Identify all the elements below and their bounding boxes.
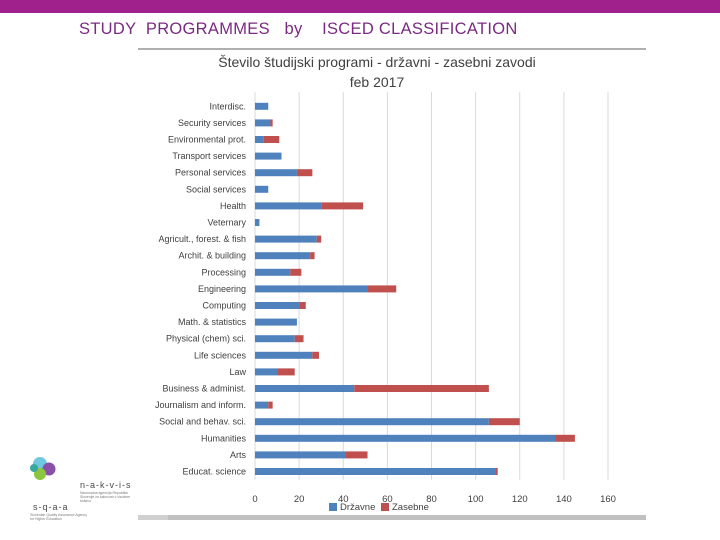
bar-segment-public — [255, 136, 264, 143]
bar-segment-public — [255, 351, 313, 359]
scroll-thumb — [168, 515, 646, 520]
bar-segment-public — [255, 235, 317, 243]
bar-segment-public — [255, 285, 368, 293]
chart-grid — [254, 92, 609, 480]
legend-swatch-private — [381, 503, 389, 511]
category-label: Agricult., forest. & fish — [158, 234, 246, 244]
bar-segment-public — [255, 318, 297, 326]
bar-segment-private — [263, 136, 280, 143]
bar-segment-private — [294, 335, 304, 343]
nakvis-logo-subtitle: Nacionalna agencija Republike Slovenije … — [80, 491, 131, 503]
category-label: Archit. & building — [178, 251, 246, 261]
bar-segment-public — [255, 385, 355, 392]
bar-segment-private — [345, 451, 368, 459]
x-tick-label: 160 — [600, 494, 616, 505]
bar-segment-private — [268, 401, 273, 409]
bar-segment-public — [255, 401, 269, 409]
bar-segment-private — [555, 434, 575, 442]
category-label: Journalism and inform. — [155, 400, 246, 410]
category-label: Social and behav. sci. — [159, 417, 246, 427]
category-label: Security services — [178, 118, 247, 128]
category-label: Personal services — [175, 168, 247, 178]
bar-segment-public — [255, 468, 496, 475]
x-tick-label: 80 — [426, 494, 437, 505]
category-label: Humanities — [201, 433, 247, 443]
bar-segment-private — [290, 268, 302, 276]
bar-segment-public — [255, 119, 271, 127]
category-label: Arts — [230, 450, 247, 460]
category-axis: Interdisc. Security services Environmental… — [155, 101, 247, 476]
x-tick-label: 120 — [512, 494, 528, 505]
chart-legend: Državne Zasebne — [329, 502, 429, 513]
bar-segment-public — [255, 152, 282, 160]
category-label: Engineering — [198, 284, 246, 294]
bar-segment-public — [255, 169, 297, 177]
category-label: Educat. science — [182, 467, 246, 477]
brand-top-bar — [0, 0, 720, 13]
nakvis-logo-name: n-a-k-v-i-s — [80, 480, 132, 490]
legend-label-public: Državne — [340, 502, 375, 513]
bar-segment-public — [255, 434, 556, 442]
bar-segment-public — [255, 219, 260, 226]
bar-segment-private — [296, 169, 313, 177]
category-label: Transport services — [172, 151, 246, 161]
bar-segment-private — [495, 468, 498, 475]
slide-title: STUDY PROGRAMMES by ISCED CLASSIFICATION — [79, 20, 518, 38]
bar-segment-public — [255, 335, 295, 343]
bar-segment-private — [488, 418, 520, 426]
category-label: Business & administ. — [162, 384, 246, 394]
x-tick-label: 140 — [556, 494, 572, 505]
chart-bottom-bar — [138, 515, 646, 520]
x-tick-label: 60 — [382, 494, 393, 505]
bar-segment-public — [255, 102, 269, 110]
bar-segment-private — [321, 202, 364, 210]
bar-segment-public — [255, 252, 311, 260]
legend-label-private: Zasebne — [392, 502, 429, 513]
chart-frame: Število študijski programi - državni - z… — [138, 48, 646, 522]
chart-title: Število študijski programi - državni - z… — [218, 54, 535, 70]
logo-bubble-purple — [42, 462, 56, 476]
nakvis-logo — [30, 457, 56, 480]
logo-bubble-teal — [30, 464, 38, 472]
x-tick-label: 40 — [338, 494, 349, 505]
category-label: Interdisc. — [209, 101, 246, 111]
category-label: Physical (chem) sci. — [166, 334, 246, 344]
bar-segment-private — [312, 351, 319, 359]
category-label: Processing — [201, 267, 246, 277]
category-label: Veternary — [207, 218, 246, 228]
bar-segment-private — [367, 285, 397, 293]
bar-segment-private — [316, 235, 322, 243]
category-label: Law — [229, 367, 246, 377]
bar-segment-private — [277, 368, 295, 376]
bar-segment-public — [255, 202, 322, 210]
x-tick-label: 0 — [252, 494, 257, 505]
logo-bubble-green — [34, 468, 46, 480]
chart-subtitle: feb 2017 — [350, 74, 405, 90]
legend-swatch-public — [329, 503, 337, 511]
sqaa-logo-name: s-q-a-a — [33, 502, 69, 512]
x-tick-label: 100 — [468, 494, 484, 505]
bar-segment-public — [255, 268, 291, 276]
bar-series — [255, 102, 575, 475]
category-label: Health — [220, 201, 246, 211]
bar-segment-private — [270, 119, 273, 127]
category-label: Social services — [186, 184, 247, 194]
bar-segment-public — [255, 302, 300, 309]
x-tick-label: 20 — [294, 494, 305, 505]
bar-segment-public — [255, 418, 489, 426]
bar-segment-public — [255, 451, 346, 459]
category-label: Computing — [202, 301, 246, 311]
bar-segment-private — [354, 385, 489, 392]
isced-stacked-bar-chart: Število študijski programi - državni - z… — [155, 54, 616, 513]
category-label: Math. & statistics — [178, 317, 247, 327]
bar-segment-private — [299, 302, 306, 309]
bar-segment-public — [255, 185, 269, 193]
value-axis: 0 20 40 60 80 100 120 140 160 — [252, 494, 616, 505]
sqaa-logo-subtitle: Slovenian Quality Assurance Agency for H… — [30, 513, 88, 521]
category-label: Life sciences — [194, 350, 247, 360]
bar-segment-private — [310, 252, 315, 260]
category-label: Environmental prot. — [168, 135, 246, 145]
bar-segment-public — [255, 368, 278, 376]
